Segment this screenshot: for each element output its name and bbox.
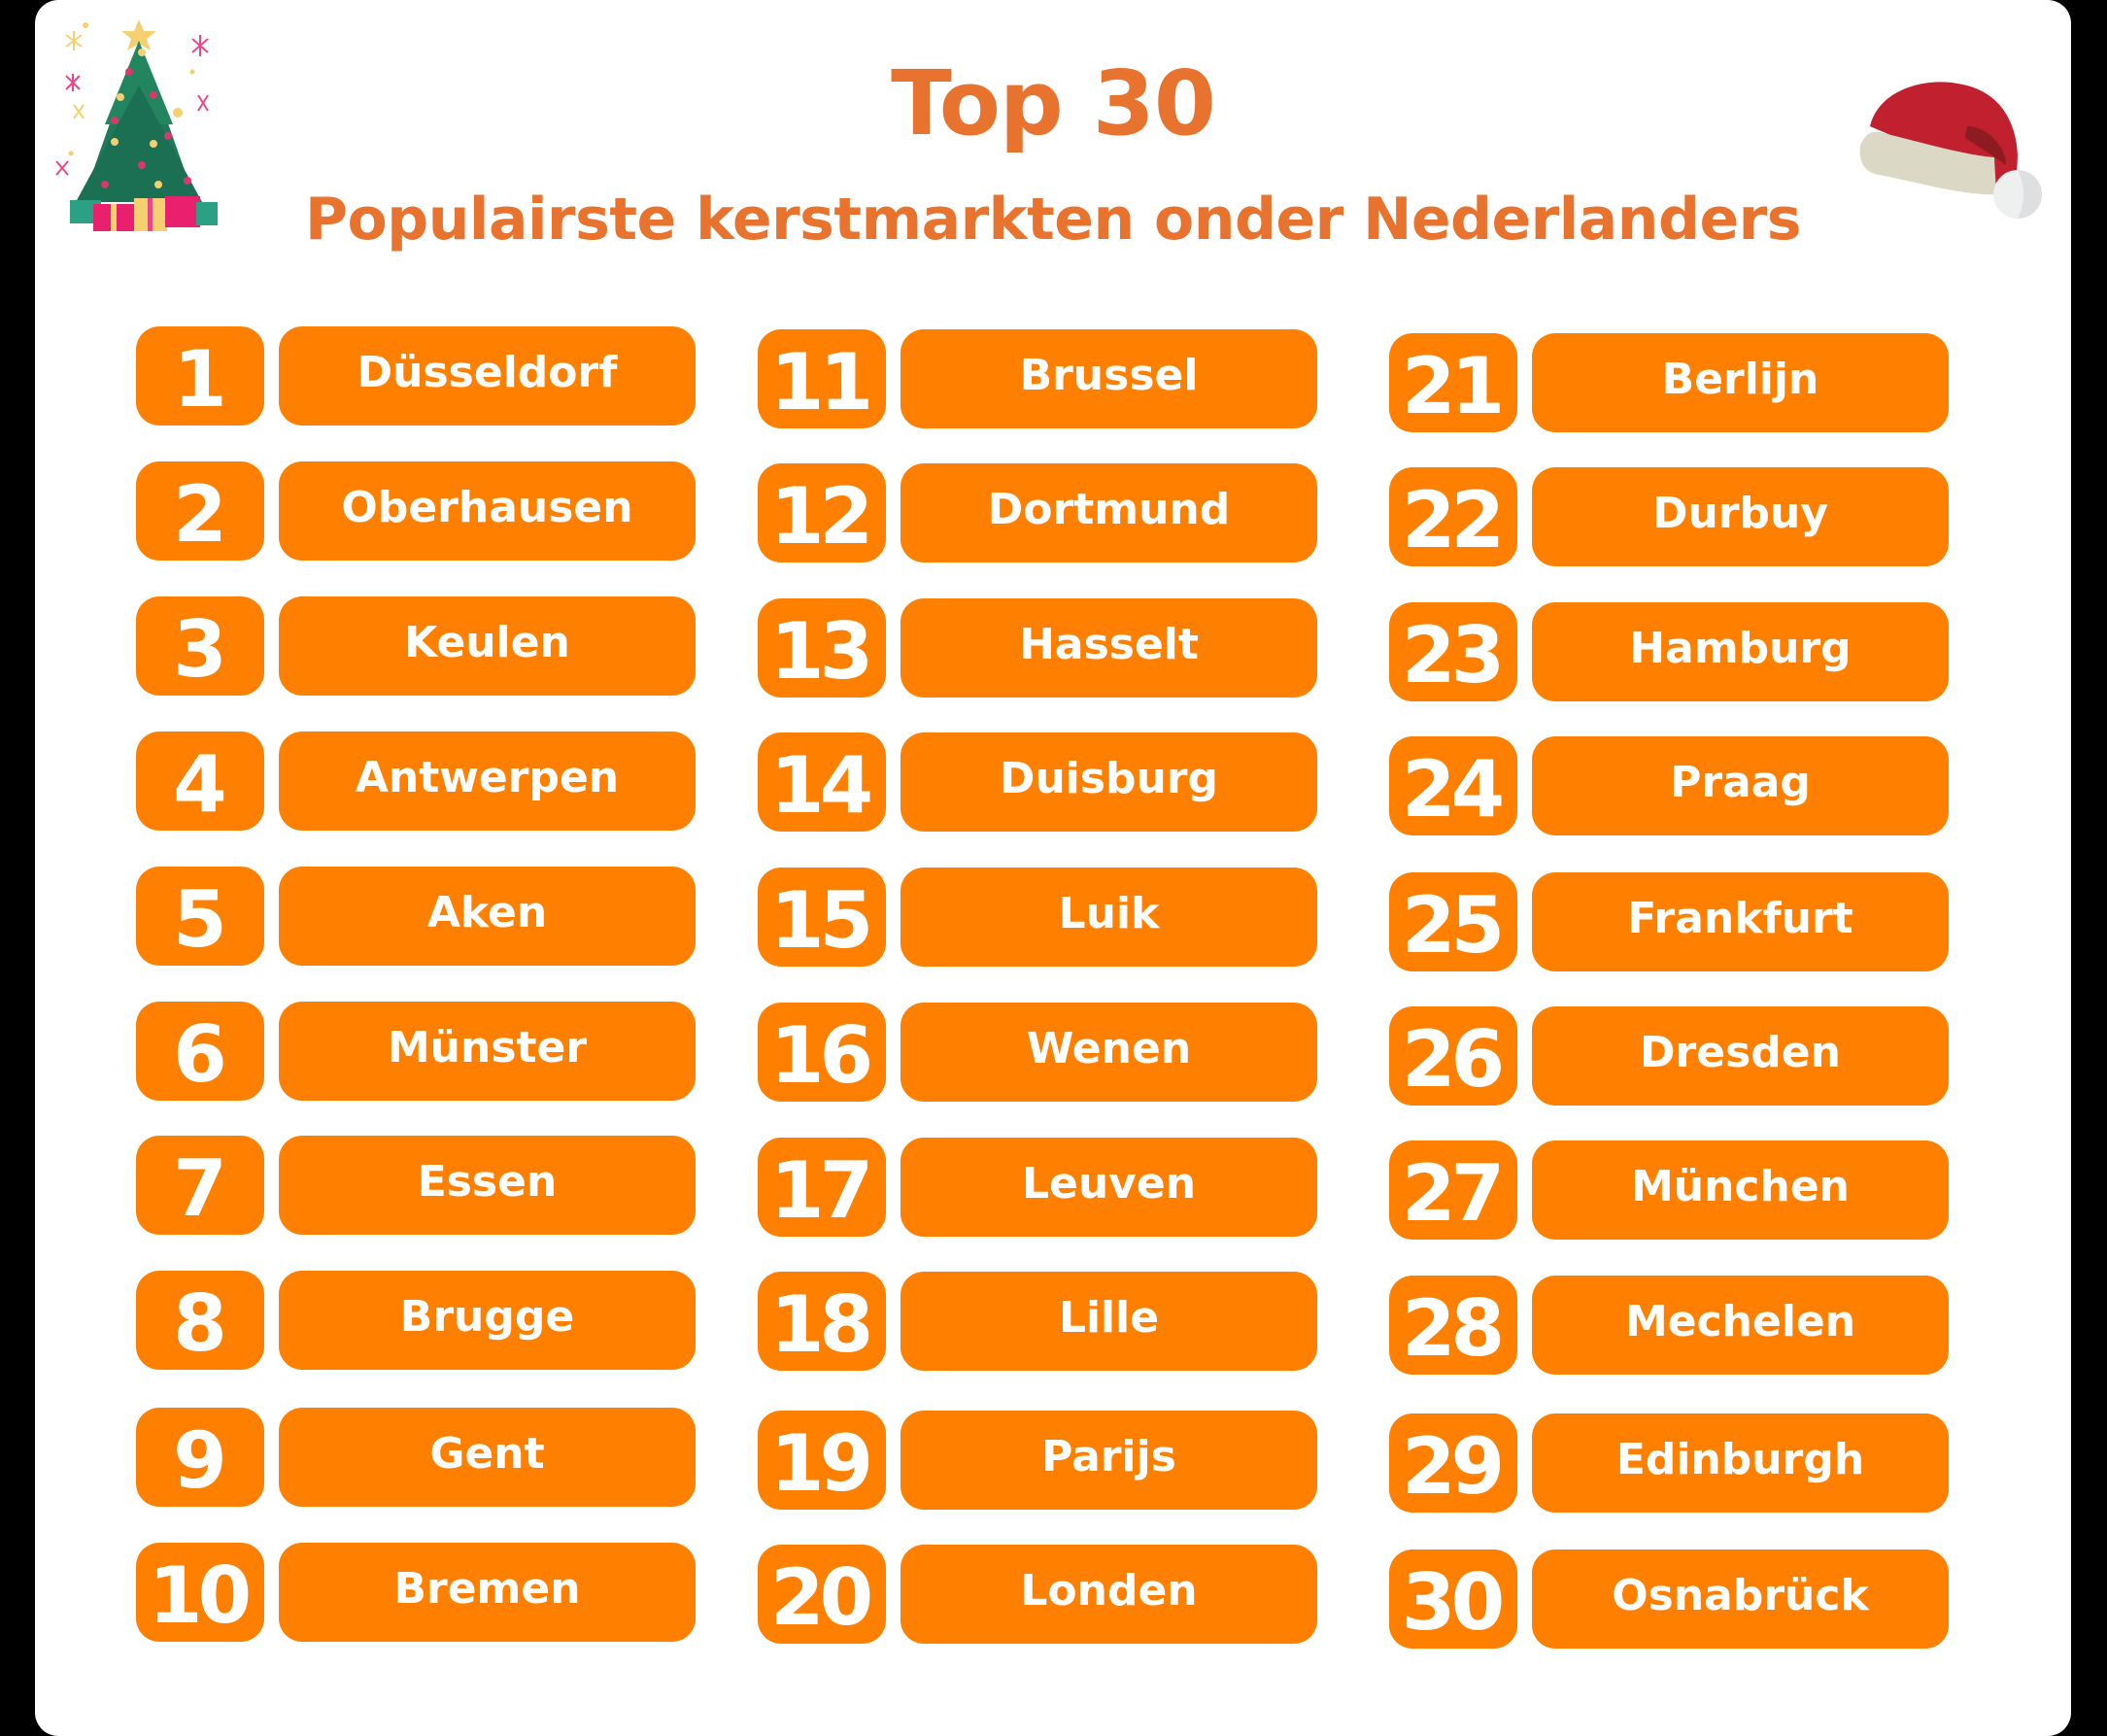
city-label: Essen	[279, 1136, 696, 1235]
rank-badge: 7	[136, 1136, 264, 1235]
santa-hat-icon	[1859, 82, 2042, 219]
rank-badge: 28	[1389, 1276, 1517, 1375]
rank-badge: 27	[1389, 1140, 1517, 1240]
city-label: Dortmund	[901, 463, 1317, 562]
city-label: Bremen	[279, 1543, 696, 1642]
rank-badge: 21	[1389, 333, 1517, 432]
city-label: Leuven	[901, 1138, 1317, 1237]
rank-badge: 12	[758, 463, 886, 562]
rank-badge: 6	[136, 1002, 264, 1101]
page-title: Top 30	[891, 51, 1216, 155]
city-label: Mechelen	[1532, 1276, 1949, 1375]
rank-badge: 17	[758, 1138, 886, 1237]
rank-badge: 2	[136, 461, 264, 561]
rank-badge: 29	[1389, 1413, 1517, 1513]
city-label: Luik	[901, 868, 1317, 967]
rank-badge: 3	[136, 596, 264, 696]
page-subtitle: Populairste kerstmarkten onder Nederland…	[305, 186, 1801, 254]
rank-badge: 22	[1389, 467, 1517, 566]
city-label: Dresden	[1532, 1006, 1949, 1106]
city-label: Münster	[279, 1002, 696, 1101]
rank-badge: 19	[758, 1411, 886, 1510]
rank-badge: 5	[136, 867, 264, 966]
city-label: Hamburg	[1532, 602, 1949, 701]
city-label: Frankfurt	[1532, 872, 1949, 971]
rank-badge: 30	[1389, 1549, 1517, 1649]
city-label: Keulen	[279, 596, 696, 696]
rank-badge: 16	[758, 1003, 886, 1102]
city-label: Brugge	[279, 1271, 696, 1370]
rank-badge: 9	[136, 1408, 264, 1507]
rank-badge: 15	[758, 868, 886, 967]
city-label: Oberhausen	[279, 461, 696, 561]
city-label: Durbuy	[1532, 467, 1949, 566]
rank-badge: 26	[1389, 1006, 1517, 1106]
city-label: Wenen	[901, 1003, 1317, 1102]
city-label: Berlijn	[1532, 333, 1949, 432]
rank-badge: 4	[136, 732, 264, 831]
city-label: Gent	[279, 1408, 696, 1507]
city-label: Aken	[279, 867, 696, 966]
rank-badge: 24	[1389, 736, 1517, 835]
city-label: Brussel	[901, 329, 1317, 428]
rank-badge: 8	[136, 1271, 264, 1370]
city-label: Lille	[901, 1272, 1317, 1371]
city-label: Osnabrück	[1532, 1549, 1949, 1649]
city-label: Duisburg	[901, 732, 1317, 832]
rank-badge: 25	[1389, 872, 1517, 971]
rank-badge: 1	[136, 326, 264, 425]
city-label: Hasselt	[901, 598, 1317, 698]
city-label: Parijs	[901, 1411, 1317, 1510]
city-label: Düsseldorf	[279, 326, 696, 425]
rank-badge: 14	[758, 732, 886, 832]
rank-badge: 18	[758, 1272, 886, 1371]
rank-badge: 13	[758, 598, 886, 698]
city-label: Praag	[1532, 736, 1949, 835]
city-label: Londen	[901, 1545, 1317, 1644]
city-label: Antwerpen	[279, 732, 696, 831]
city-label: Edinburgh	[1532, 1413, 1949, 1513]
rank-badge: 20	[758, 1545, 886, 1644]
rank-badge: 23	[1389, 602, 1517, 701]
city-label: München	[1532, 1140, 1949, 1240]
rank-badge: 10	[136, 1543, 264, 1642]
christmas-tree-icon	[55, 19, 218, 231]
rank-badge: 11	[758, 329, 886, 428]
